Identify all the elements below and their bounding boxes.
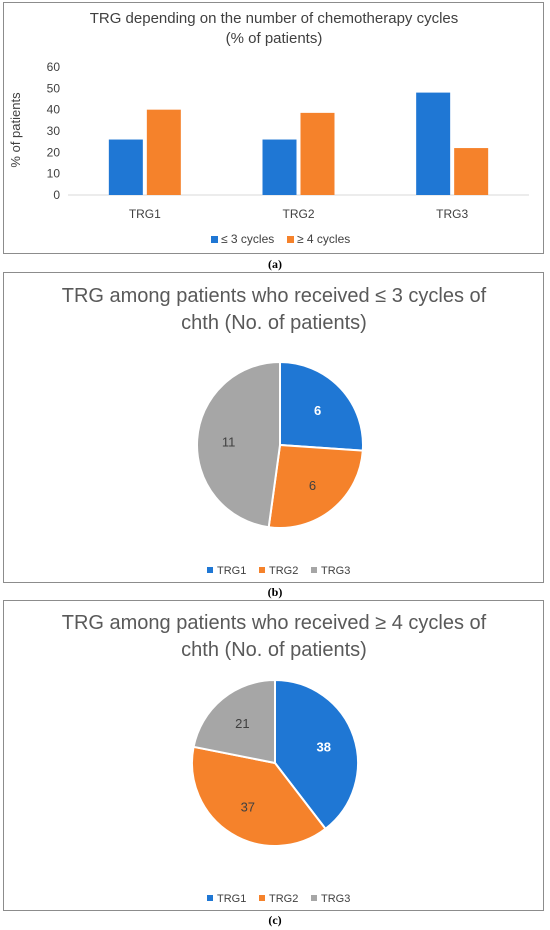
y-tick-label: 60 [47, 60, 61, 74]
x-tick-label: TRG3 [436, 207, 468, 221]
legend-label-trg3: TRG3 [321, 565, 350, 577]
legend-label-trg3: TRG3 [321, 893, 350, 905]
bar-trg1-series-2 [146, 109, 181, 195]
pie-slice-trg1 [279, 360, 364, 452]
legend-swatch-trg1 [207, 567, 213, 573]
pie-value-label-trg3: 21 [235, 716, 249, 731]
caption-b: (b) [267, 585, 283, 599]
pie-chart-1: TRG among patients who received ≤ 3 cycl… [62, 285, 487, 577]
y-axis-label: % of patients [8, 92, 23, 168]
legend-label-trg1: TRG1 [217, 893, 246, 905]
pie-chart-panel-2: TRG among patients who received ≥ 4 cycl… [3, 600, 544, 911]
pie-slice-trg2 [191, 745, 327, 847]
pie-value-label-trg1: 38 [316, 739, 330, 754]
legend-label-trg2: TRG2 [269, 893, 298, 905]
legend-swatch-trg3 [311, 895, 317, 901]
legend-label-trg1: TRG1 [217, 565, 246, 577]
pie-value-label-trg2: 37 [241, 800, 255, 815]
bar-trg2-series-1 [262, 139, 297, 195]
pie-value-label-trg1: 6 [314, 403, 321, 418]
pie-value-label-trg2: 6 [309, 478, 316, 493]
bar-chart-panel: TRG depending on the number of chemother… [3, 2, 544, 254]
legend-swatch-trg2 [259, 895, 265, 901]
pie-value-label-trg3: 11 [222, 434, 236, 449]
legend-swatch-trg2 [259, 567, 265, 573]
legend-label-series-1: ≤ 3 cycles [221, 232, 274, 246]
pie-slice-trg3 [196, 360, 281, 529]
pie-chart-2: TRG among patients who received ≥ 4 cycl… [62, 612, 487, 905]
caption-c: (c) [268, 913, 282, 927]
legend-swatch-trg1 [207, 895, 213, 901]
y-tick-label: 40 [47, 103, 61, 117]
legend-swatch-series-2 [287, 236, 294, 243]
y-tick-label: 0 [53, 188, 60, 202]
bar-trg3-series-1 [416, 92, 451, 195]
x-tick-label: TRG1 [129, 207, 161, 221]
chart-title: TRG depending on the number of chemother… [90, 10, 459, 27]
pie-slice-trg2 [267, 443, 364, 529]
y-tick-label: 10 [47, 167, 61, 181]
x-tick-label: TRG2 [282, 207, 314, 221]
bar-trg1-series-1 [108, 139, 143, 195]
legend: TRG1 TRG2 TRG3 [207, 565, 350, 577]
caption-a: (a) [268, 257, 282, 271]
pie-chart-panel-1: TRG among patients who received ≤ 3 cycl… [3, 272, 544, 583]
legend-label-series-2: ≥ 4 cycles [297, 232, 350, 246]
chart-title-line-2: chth (No. of patients) [181, 639, 367, 661]
pie-slice-trg1 [274, 678, 359, 831]
legend-label-trg2: TRG2 [269, 565, 298, 577]
bar-chart: TRG depending on the number of chemother… [8, 10, 529, 246]
y-tick-label: 50 [47, 81, 61, 95]
legend: TRG1 TRG2 TRG3 [207, 893, 350, 905]
chart-title-line-2: chth (No. of patients) [181, 312, 367, 334]
y-tick-label: 20 [47, 145, 61, 159]
legend-swatch-trg3 [311, 567, 317, 573]
legend-swatch-series-1 [211, 236, 218, 243]
chart-subtitle: (% of patients) [226, 30, 323, 47]
bar-trg3-series-2 [454, 148, 489, 195]
pie-slice-trg3 [192, 678, 276, 765]
y-tick-label: 30 [47, 124, 61, 138]
bar-trg2-series-2 [300, 112, 335, 195]
legend: ≤ 3 cycles ≥ 4 cycles [211, 232, 350, 246]
chart-title-line-1: TRG among patients who received ≤ 3 cycl… [62, 285, 487, 307]
chart-title-line-1: TRG among patients who received ≥ 4 cycl… [62, 612, 487, 634]
